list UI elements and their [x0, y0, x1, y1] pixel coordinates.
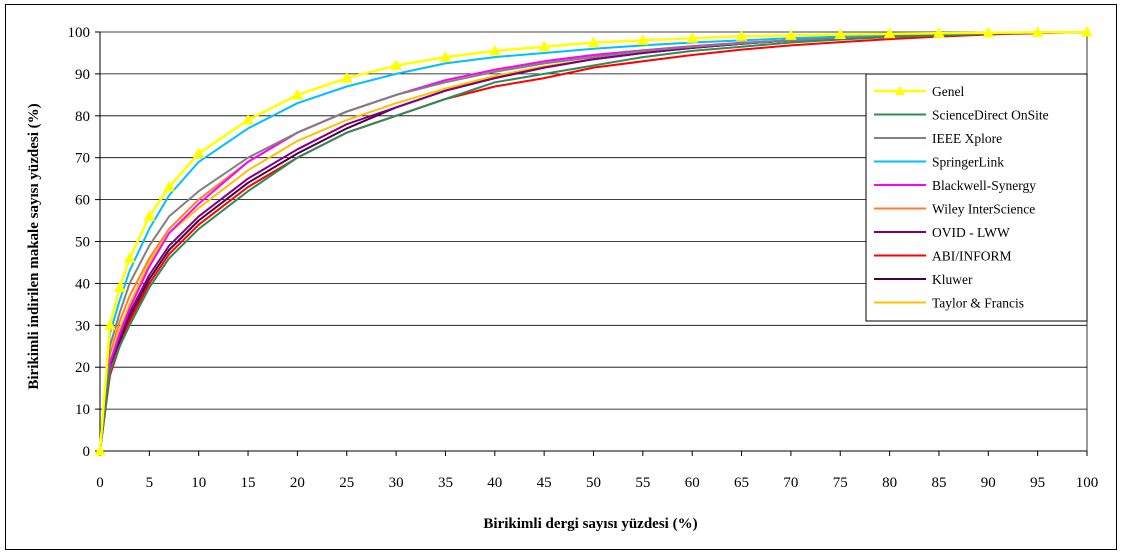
data-point-genel [192, 147, 205, 159]
data-point-genel [242, 113, 254, 125]
x-tick-label: 45 [537, 475, 552, 491]
x-tick-label: 30 [389, 475, 404, 491]
data-point-genel [291, 88, 304, 100]
data-point-genel [163, 181, 175, 192]
data-point-genel [113, 281, 126, 293]
x-tick-label: 65 [734, 475, 749, 491]
legend-label-abi-inform: ABI/INFORM [932, 249, 1012, 264]
data-point-genel [439, 51, 452, 62]
data-point-genel [390, 59, 402, 71]
y-axis-title: Birikimli indirilen makale sayısı yüzdes… [26, 103, 42, 389]
axes: 0 10 20 30 40 50 60 70 80 90 100 0 5 10 15 20 25 30 35 40 45… [68, 25, 1099, 491]
data-point-genel [735, 30, 748, 41]
y-tick-label: 0 [83, 444, 91, 460]
data-point-genel [637, 34, 649, 45]
data-point-genel [94, 444, 106, 456]
data-point-genel [982, 26, 995, 38]
data-point-genel [340, 72, 353, 83]
legend-label-ovid-lww: OVID - LWW [932, 225, 1010, 240]
y-tick-label: 80 [75, 109, 90, 125]
x-tick-label: 10 [191, 475, 206, 491]
x-tick-label: 5 [146, 475, 154, 491]
x-tick-label: 80 [882, 475, 897, 491]
data-point-genel [587, 36, 600, 47]
x-tick-label: 85 [931, 475, 946, 491]
legend-label-sciencedirect-onsite: ScienceDirect OnSite [932, 108, 1049, 123]
data-point-genel [1081, 25, 1093, 37]
data-point-genel [933, 27, 945, 38]
legend-label-taylor-francis: Taylor & Francis [932, 296, 1024, 311]
x-tick-label: 95 [1030, 475, 1045, 491]
legend-label-kluwer: Kluwer [932, 272, 973, 287]
x-tick-label: 15 [241, 475, 256, 491]
series-line-abi-inform [99, 31, 1088, 452]
x-tick-label: 50 [586, 475, 601, 491]
data-point-genel [686, 32, 699, 43]
y-tick-label: 30 [75, 318, 90, 334]
legend-marker-genel [895, 86, 905, 95]
y-tick-label: 70 [75, 151, 90, 167]
data-point-genel [104, 319, 116, 330]
x-tick-label: 60 [685, 475, 700, 491]
legend: Genel ScienceDirect OnSite IEEE Xplore Spri… [865, 73, 1088, 322]
data-point-genel [883, 27, 896, 39]
x-tick-label: 0 [96, 475, 104, 491]
y-tick-label: 20 [75, 360, 90, 376]
y-tick-label: 60 [75, 193, 90, 209]
data-point-genel [1031, 26, 1044, 37]
y-tick-label: 10 [75, 402, 90, 418]
legend-label-wiley-interscience: Wiley InterScience [932, 202, 1035, 217]
x-tick-label: 40 [487, 475, 502, 491]
data-point-genel [834, 28, 847, 40]
data-point-genel [538, 40, 550, 52]
x-tick-label: 35 [438, 475, 453, 491]
legend-label-ieee-xplore: IEEE Xplore [932, 131, 1002, 146]
legend-label-genel: Genel [932, 84, 964, 99]
x-tick-label: 70 [783, 475, 798, 491]
x-tick-label: 75 [833, 475, 848, 491]
x-tick-label: 55 [635, 475, 650, 491]
data-point-genel [143, 210, 156, 221]
series-lines [94, 25, 1093, 456]
legend-label-blackwell-synergy: Blackwell-Synergy [932, 178, 1036, 193]
data-point-genel [123, 252, 136, 263]
y-tick-label: 100 [68, 25, 91, 41]
data-point-genel [785, 29, 797, 40]
x-tick-label: 90 [981, 475, 996, 491]
x-axis-title: Birikimli dergi sayısı yüzdesi (%) [483, 516, 697, 532]
data-point-genel [488, 44, 501, 56]
y-tick-label: 50 [75, 235, 90, 251]
y-tick-label: 40 [75, 276, 90, 292]
x-tick-label: 20 [290, 475, 305, 491]
x-tick-label: 25 [339, 475, 354, 491]
x-tick-label: 100 [1076, 475, 1099, 491]
legend-label-springerlink: SpringerLink [932, 155, 1004, 170]
y-tick-label: 90 [75, 67, 90, 83]
